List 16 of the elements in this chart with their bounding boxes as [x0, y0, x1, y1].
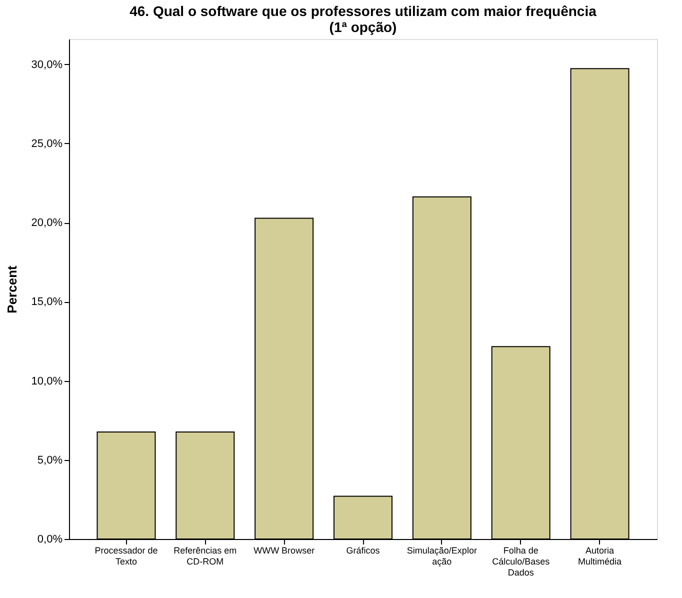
x-tick-label: WWW Browser	[254, 546, 315, 556]
x-tick-label: Autoria Multimédia	[578, 546, 622, 566]
y-tick-label: 30,0%	[31, 58, 63, 71]
x-tick-label: Folha de Cálculo/Bases Dados	[492, 546, 550, 578]
y-tick-label: 25,0%	[31, 138, 63, 150]
x-tick-label: Processador de Texto	[94, 546, 158, 566]
x-tick-label: Simulação/Exploração	[406, 546, 477, 566]
y-tick-label: 20,0%	[31, 217, 63, 230]
y-tick-label: 15,0%	[31, 296, 63, 308]
y-tick-label: 10,0%	[31, 375, 63, 388]
y-tick-label: 5,0%	[37, 454, 63, 466]
y-tick-label: 0,0%	[37, 534, 63, 546]
chart-title: 46. Qual o software que os professores utilizam com maior frequência (1ª opção)	[130, 3, 597, 35]
y-axis-title: Percent	[4, 264, 20, 314]
x-tick-label: Gráficos	[346, 546, 380, 556]
x-tick-label: Referências em CD-ROM	[174, 546, 237, 566]
